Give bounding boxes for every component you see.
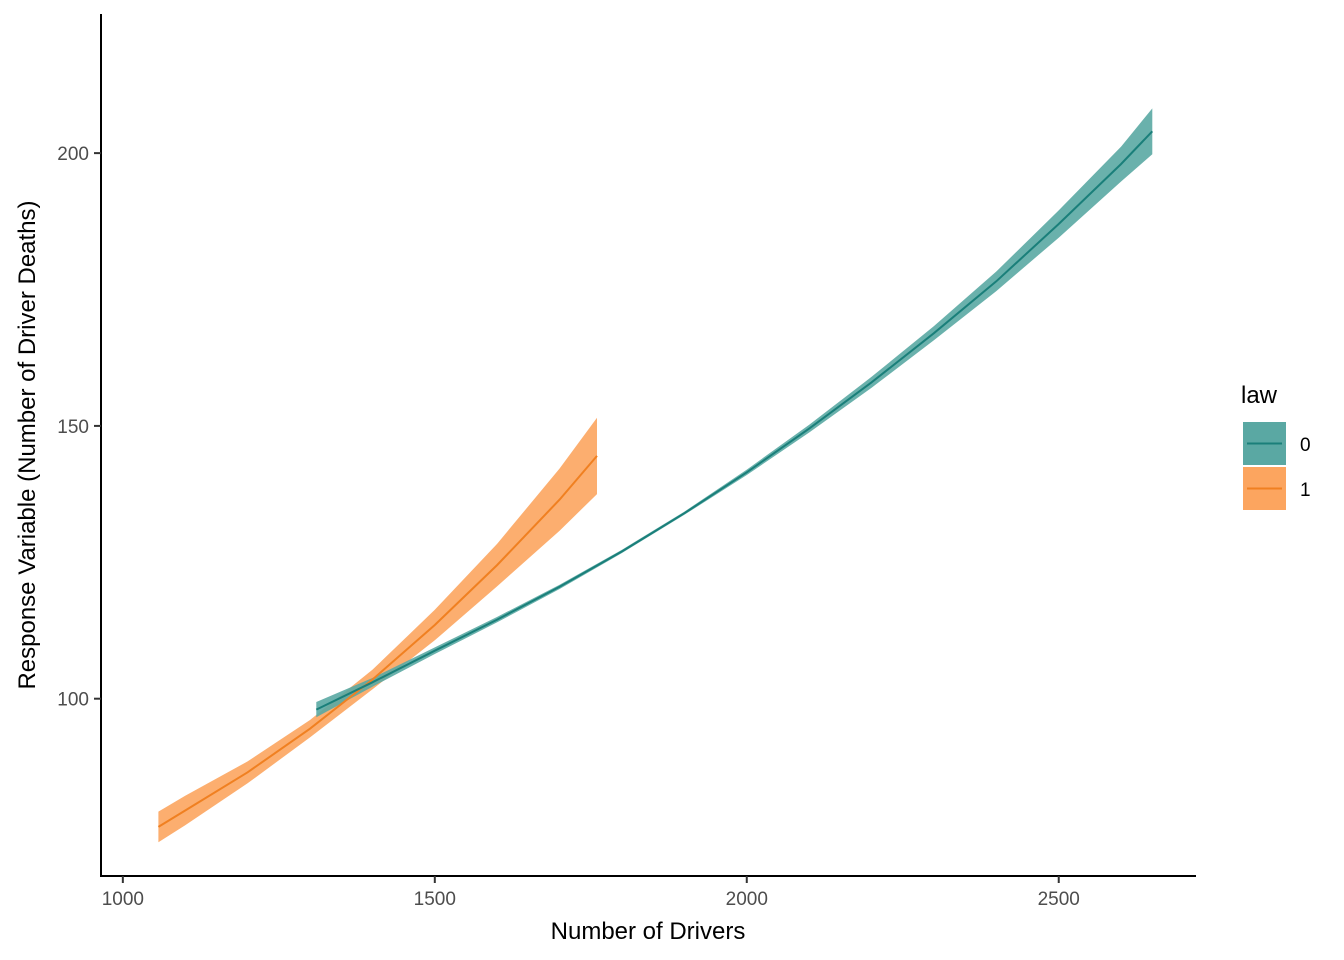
x-tick-label: 2500	[1038, 889, 1080, 910]
legend-label: 0	[1300, 435, 1311, 456]
legend-key-law-0: 0	[1243, 422, 1311, 465]
legend-label: 1	[1300, 480, 1311, 501]
x-tick-label: 2000	[726, 889, 768, 910]
y-axis-title: Response Variable (Number of Driver Deat…	[14, 200, 41, 689]
line-law-1	[157, 455, 598, 828]
legend-title: law	[1241, 382, 1278, 409]
y-tick-label: 200	[57, 144, 89, 165]
x-tick-label: 1500	[414, 889, 456, 910]
y-tick-label: 100	[57, 690, 89, 711]
x-axis-title: Number of Drivers	[551, 918, 746, 945]
y-axis-ticks: 100 150 200	[57, 144, 101, 711]
y-tick-label: 150	[57, 417, 89, 438]
line-law-0	[315, 130, 1154, 711]
legend-key-law-1: 1	[1243, 467, 1311, 510]
x-axis-ticks: 1000 1500 2000 2500	[102, 876, 1080, 910]
legend: law 0 1	[1241, 382, 1311, 510]
series-lines	[157, 130, 1154, 828]
x-tick-label: 1000	[102, 889, 144, 910]
